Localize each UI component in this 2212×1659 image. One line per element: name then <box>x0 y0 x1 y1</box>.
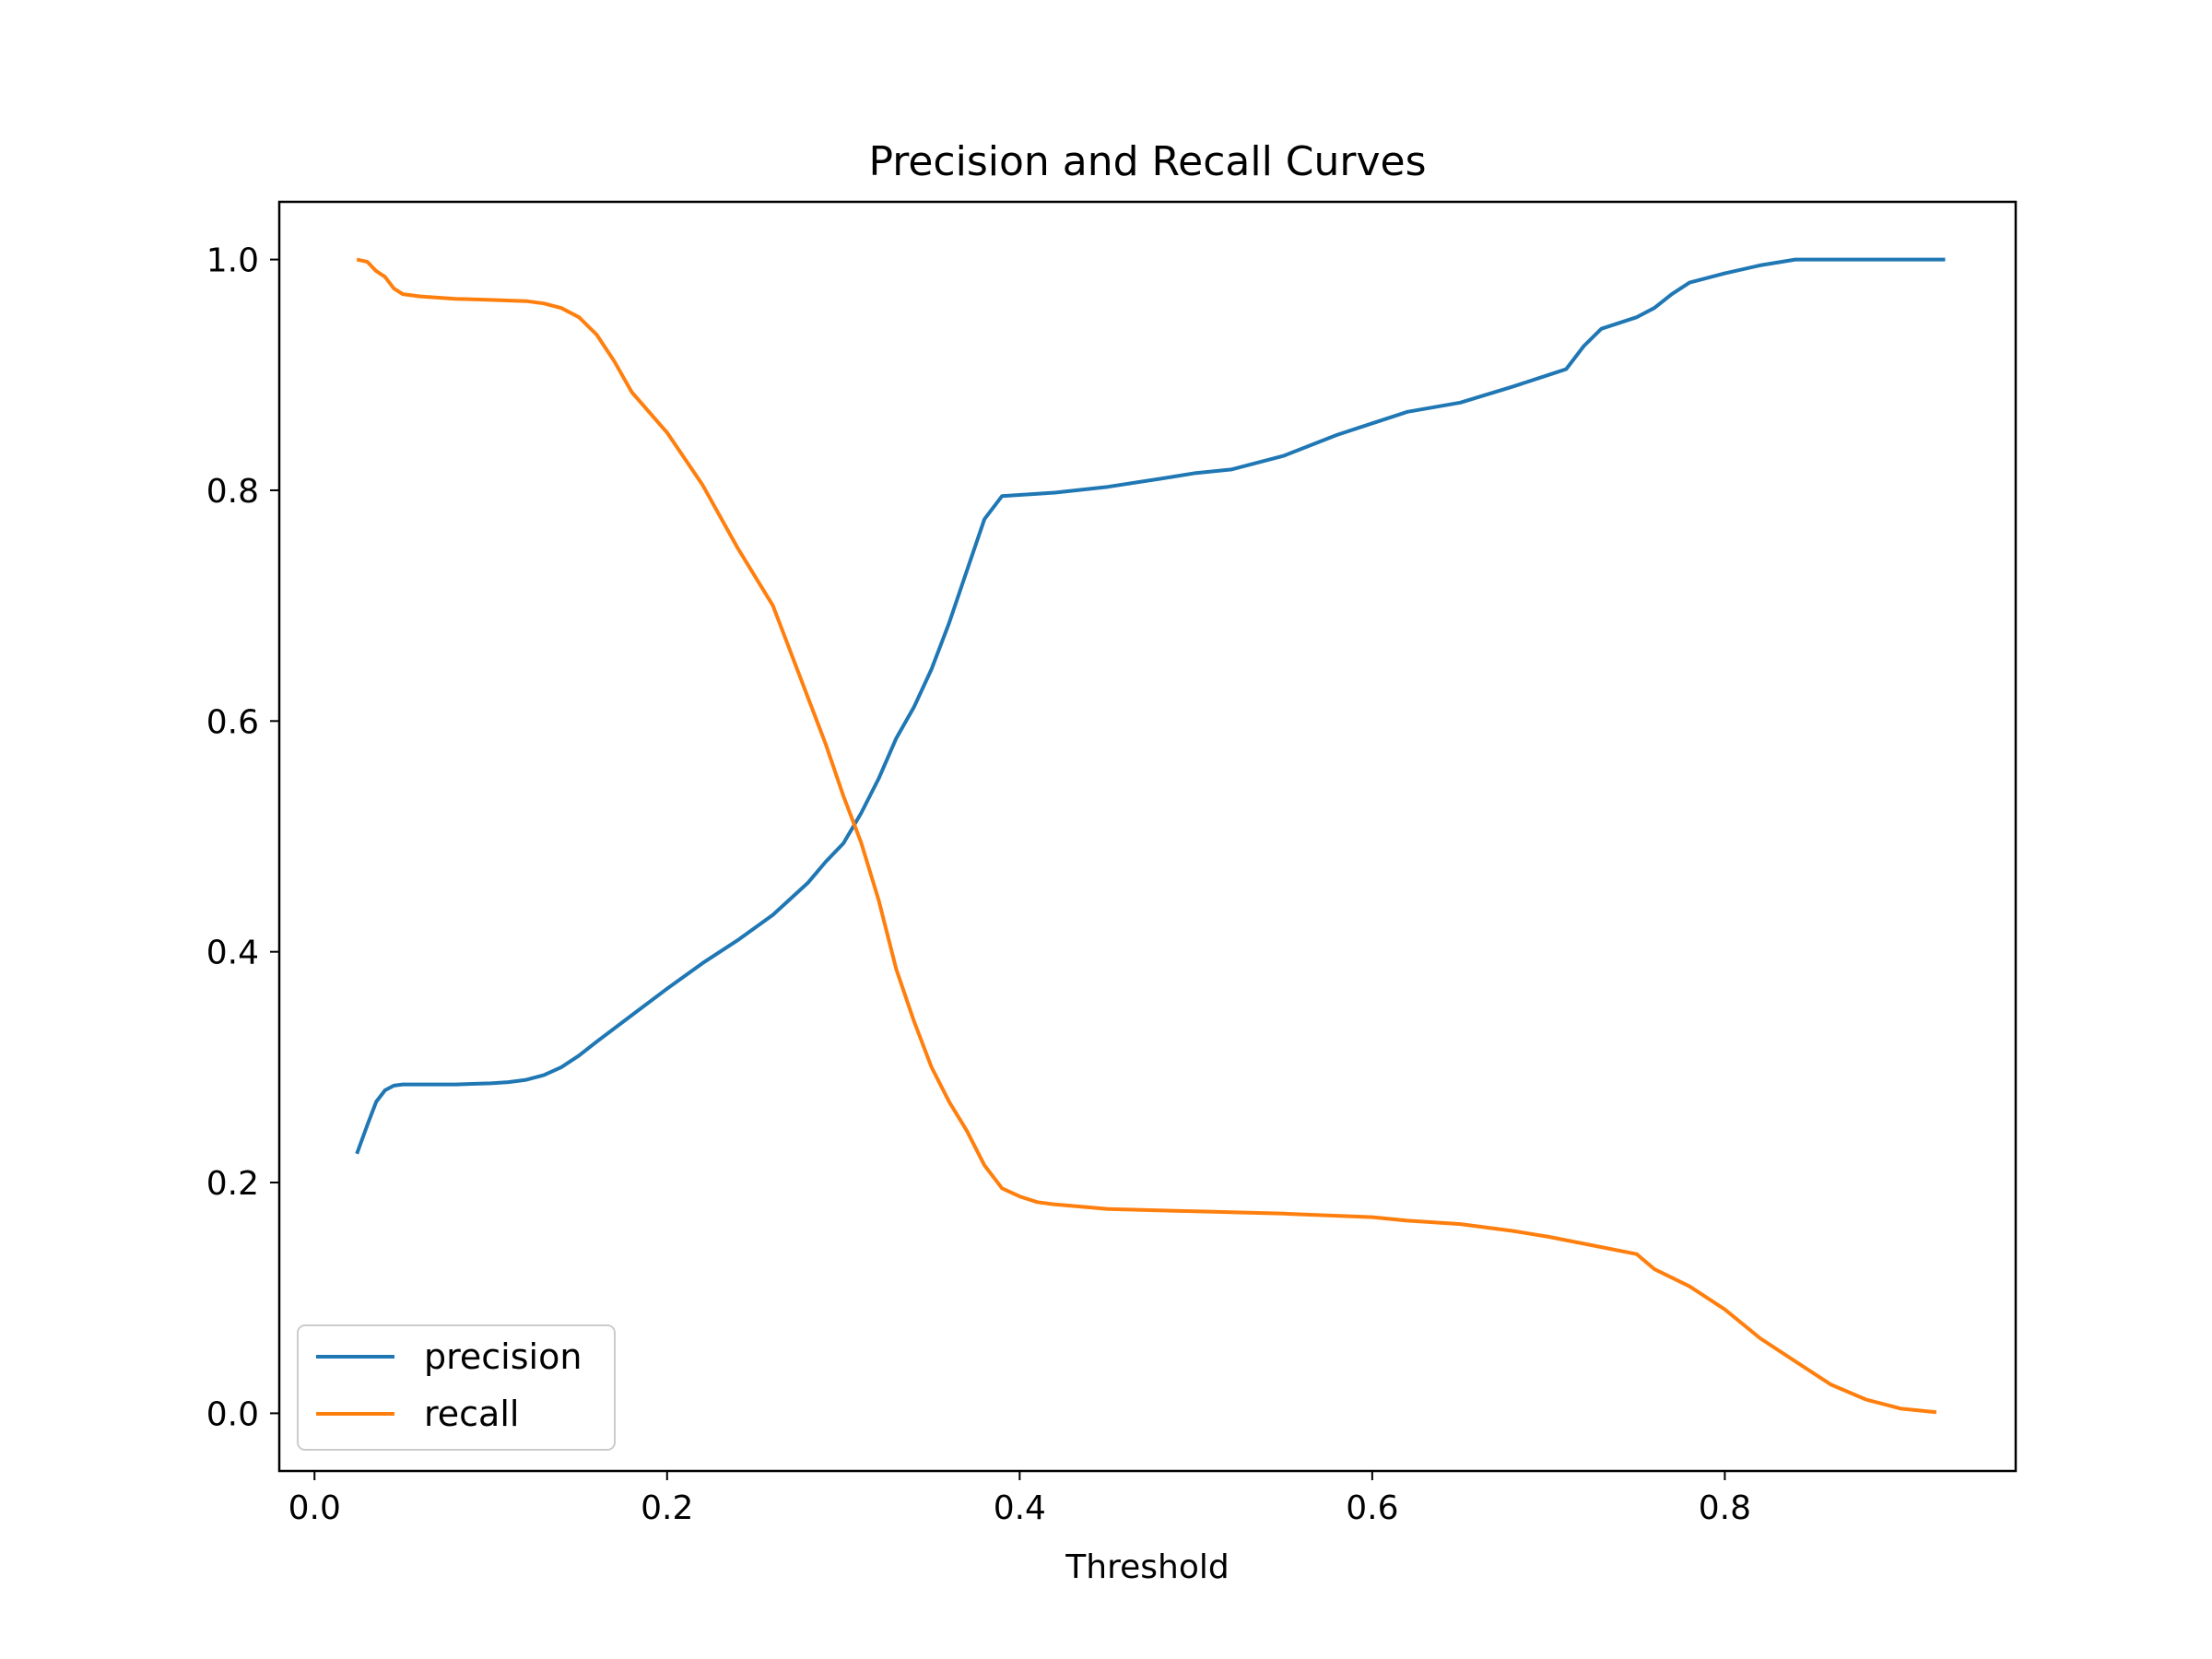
x-tick-label: 0.2 <box>641 1489 693 1527</box>
x-tick-label: 0.8 <box>1699 1489 1751 1527</box>
y-tick-label: 0.4 <box>206 935 259 972</box>
chart-title: Precision and Recall Curves <box>868 138 1426 185</box>
y-tick-label: 1.0 <box>206 242 259 280</box>
legend: precision recall <box>297 1324 616 1451</box>
series-line-precision <box>355 257 1946 1155</box>
axis-ticks: 0.0 0.2 0.4 0.6 0.8 0.0 0.2 0.4 0.6 0.8 1.0 <box>206 242 1751 1527</box>
x-tick-label: 0.0 <box>288 1489 341 1527</box>
y-tick-label: 0.0 <box>206 1395 259 1433</box>
x-tick-label: 0.4 <box>994 1489 1046 1527</box>
y-tick-label: 0.8 <box>206 473 259 511</box>
axes-frame <box>277 200 2018 1473</box>
y-tick-label: 0.2 <box>206 1165 259 1203</box>
legend-label-precision: precision <box>424 1336 582 1377</box>
x-tick-label: 0.6 <box>1346 1489 1398 1527</box>
series-line-recall <box>356 257 1937 1415</box>
plot-area <box>355 257 1946 1415</box>
legend-label-recall: recall <box>424 1394 519 1434</box>
y-tick-label: 0.6 <box>206 703 259 741</box>
x-axis-label: Threshold <box>1065 1548 1229 1586</box>
